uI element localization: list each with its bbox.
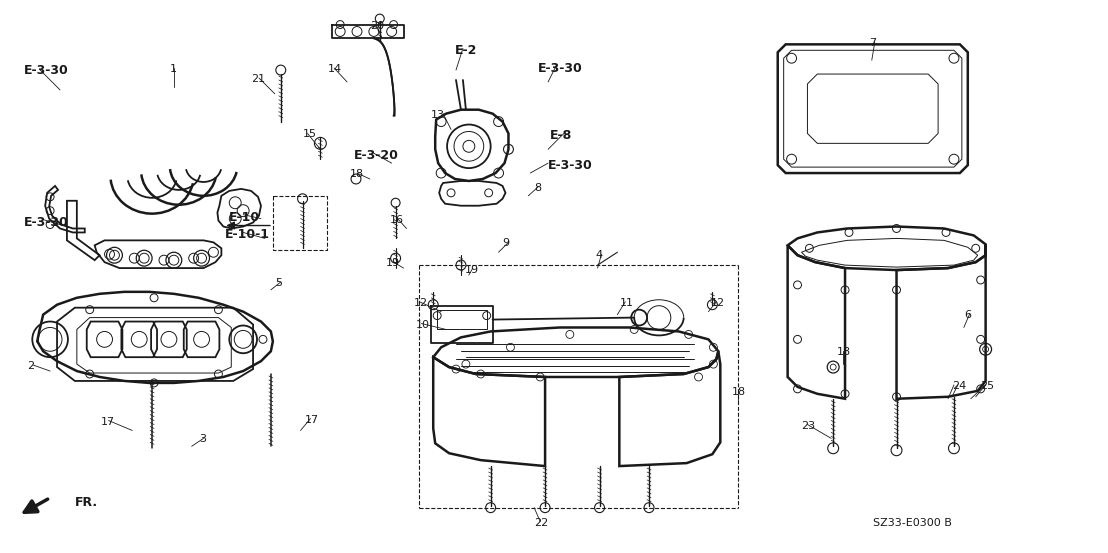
Text: 21: 21: [252, 74, 265, 84]
Text: 17: 17: [305, 415, 319, 425]
Text: 2: 2: [28, 361, 34, 371]
Text: 19: 19: [386, 258, 400, 268]
Text: 25: 25: [979, 381, 994, 391]
Text: 12: 12: [710, 298, 725, 308]
Text: 22: 22: [534, 518, 548, 528]
Text: FR.: FR.: [75, 496, 98, 509]
Text: E-3-20: E-3-20: [355, 149, 399, 162]
Text: 7: 7: [869, 38, 876, 49]
Text: 13: 13: [431, 109, 445, 119]
Text: 18: 18: [838, 347, 851, 357]
Text: E-3-30: E-3-30: [23, 64, 68, 77]
Text: 19: 19: [465, 265, 479, 275]
Text: 5: 5: [275, 278, 281, 288]
Text: 24: 24: [952, 381, 966, 391]
Text: 17: 17: [101, 416, 115, 426]
Text: 18: 18: [732, 387, 747, 397]
Text: E-10-1: E-10-1: [225, 228, 270, 242]
Text: 6: 6: [964, 310, 971, 320]
Text: E-10: E-10: [229, 211, 260, 223]
Text: 18: 18: [350, 169, 365, 179]
Text: 16: 16: [390, 215, 403, 225]
Text: E-3-30: E-3-30: [548, 159, 593, 172]
Text: 23: 23: [801, 420, 815, 431]
Text: 9: 9: [503, 238, 510, 248]
Text: E-2: E-2: [455, 44, 478, 58]
Text: 8: 8: [534, 183, 542, 193]
Text: E-3-30: E-3-30: [23, 216, 68, 228]
Text: 1: 1: [170, 64, 177, 74]
Text: 4: 4: [596, 251, 603, 260]
Text: 20: 20: [370, 20, 384, 30]
Text: SZ33-E0300 B: SZ33-E0300 B: [873, 518, 952, 528]
Text: 10: 10: [416, 320, 430, 330]
Text: 3: 3: [199, 435, 206, 445]
Text: E-8: E-8: [550, 129, 573, 143]
Text: 14: 14: [328, 64, 342, 74]
Text: E-3-30: E-3-30: [538, 62, 583, 75]
Text: 12: 12: [413, 298, 428, 308]
Text: 11: 11: [619, 298, 634, 308]
Text: 15: 15: [302, 129, 317, 139]
